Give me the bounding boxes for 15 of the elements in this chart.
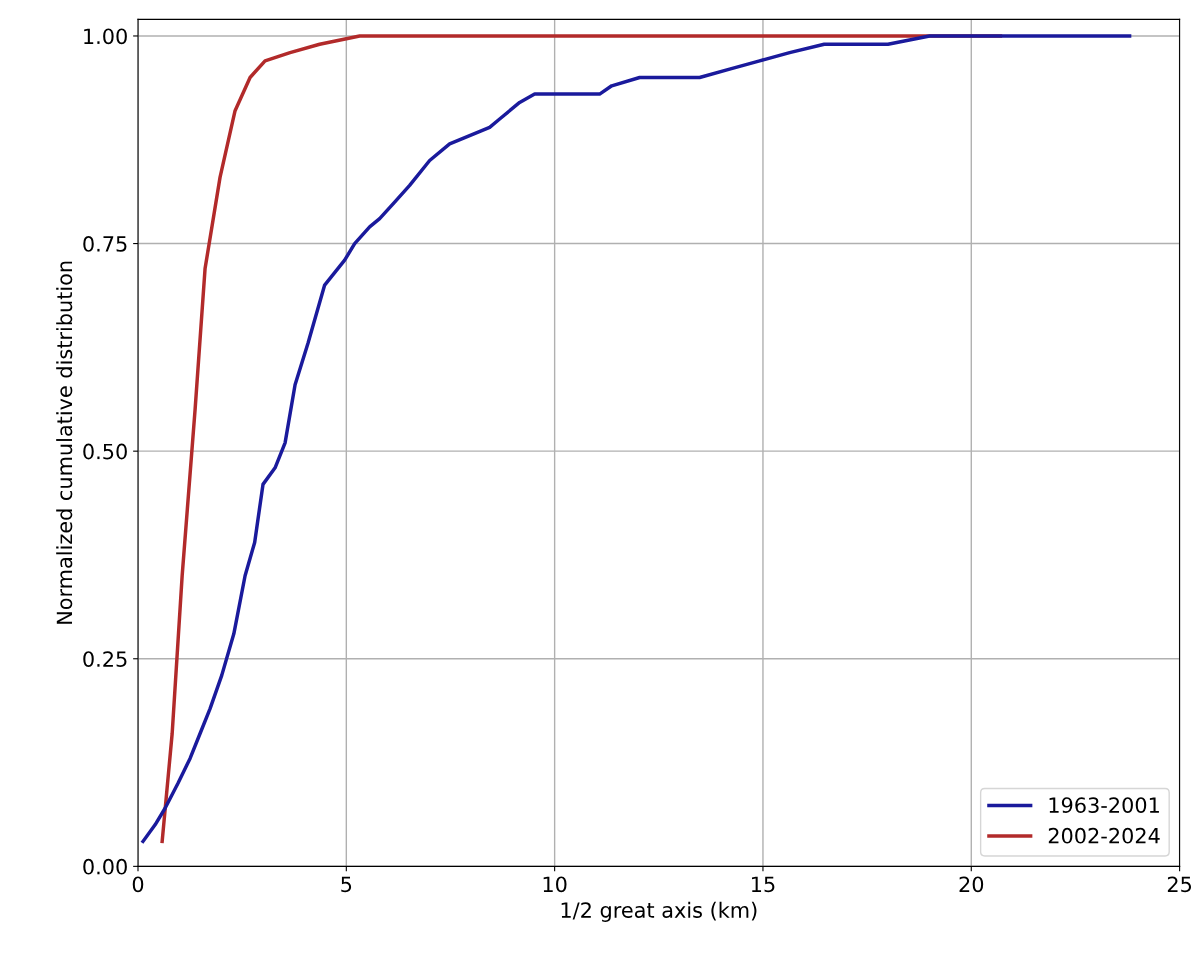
y-tick-label: 0.75	[83, 236, 127, 252]
legend-label: 2002-2024	[1048, 827, 1160, 844]
y-axis-title: Normalized cumulative distribution	[56, 261, 73, 624]
x-axis-title: 1/2 great axis (km)	[561, 901, 757, 922]
x-tick-label: 10	[543, 876, 567, 893]
legend-label: 1963-2001	[1049, 797, 1159, 813]
x-tick-label: 20	[959, 876, 984, 893]
y-tick-label: 0.00	[83, 858, 127, 875]
x-tick-label: 15	[751, 876, 775, 893]
y-tick-label: 0.25	[83, 651, 127, 667]
x-tick-label: 5	[341, 876, 352, 893]
y-tick-label: 1.00	[84, 28, 127, 45]
y-tick-label: 0.50	[83, 443, 127, 460]
x-tick-label: 0	[132, 876, 144, 893]
x-tick-label: 25	[1167, 876, 1192, 893]
